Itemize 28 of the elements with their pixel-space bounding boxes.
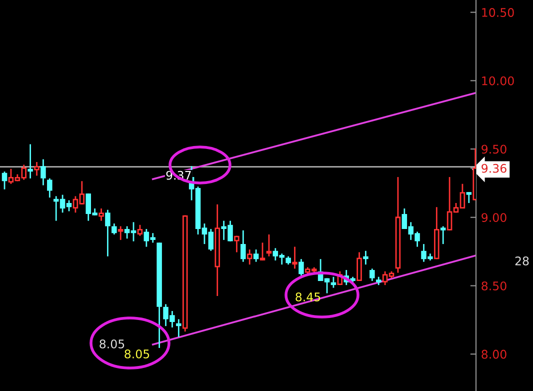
y-tick-label: 9.36 [482,164,506,173]
y-tick-label: 8.50 [482,281,506,290]
candlestick [376,276,382,286]
y-tick-label: 10.50 [482,8,514,17]
y-tick-label: 8.00 [482,350,506,359]
candlestick [118,226,124,240]
candlestick [298,259,304,276]
candlestick [292,246,298,269]
candlestick [214,204,220,296]
y-tick-label: 9.00 [482,213,506,222]
candlestick [370,268,375,281]
candlestick [98,208,104,221]
candlestick [34,162,40,176]
candlestick [47,178,52,198]
annotation: 8.05 [124,349,150,358]
candlestick [240,230,246,262]
text: 28 [515,256,529,266]
candlestick [363,250,368,265]
candlestick [246,249,252,265]
annotation: 8.05 [100,339,124,348]
candlestick [40,159,46,186]
candlestick [253,249,259,262]
y-tick-label: 9.50 [482,144,506,154]
candlestick [176,319,182,338]
annotation: 8.45 [296,292,320,302]
candlestick [440,226,446,244]
candlestick [28,144,33,178]
y-tick-label: 10.00 [482,76,514,86]
